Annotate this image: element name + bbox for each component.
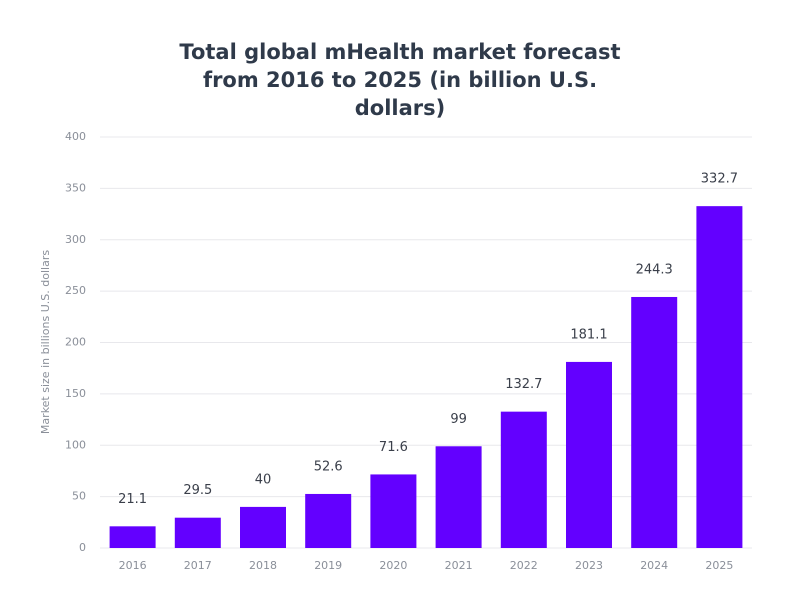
x-tick-label: 2024 [640, 559, 668, 572]
y-tick-label: 0 [79, 541, 86, 554]
x-tick-label: 2021 [445, 559, 473, 572]
value-label: 332.7 [701, 172, 738, 187]
y-tick-label: 250 [65, 284, 86, 297]
bar [370, 474, 417, 548]
y-tick-label: 50 [72, 490, 86, 503]
value-label: 181.1 [570, 327, 607, 342]
x-tick-label: 2020 [379, 559, 407, 572]
bar [240, 506, 286, 548]
x-tick-label: 2017 [184, 559, 212, 572]
y-tick-label: 400 [65, 130, 86, 143]
value-label: 21.1 [118, 492, 147, 507]
bar [696, 206, 743, 548]
y-tick-label: 300 [65, 233, 86, 246]
y-tick-label: 150 [65, 387, 86, 400]
value-label: 29.5 [183, 483, 212, 498]
x-tick-label: 2025 [705, 559, 733, 572]
x-tick-label: 2016 [119, 559, 147, 572]
chart-title: Total global mHealth market forecast fro… [179, 40, 621, 120]
value-label: 244.3 [636, 262, 673, 277]
bar [109, 526, 156, 548]
bar [500, 411, 547, 548]
y-tick-label: 100 [65, 438, 86, 451]
bar [435, 446, 482, 548]
value-label: 99 [450, 412, 467, 427]
bar [305, 493, 352, 548]
value-label: 40 [255, 472, 272, 487]
x-tick-label: 2022 [510, 559, 538, 572]
y-tick-label: 200 [65, 336, 86, 349]
bar [631, 296, 678, 548]
value-label: 71.6 [379, 440, 408, 455]
value-label: 52.6 [314, 459, 343, 474]
bar [174, 517, 221, 548]
x-tick-label: 2018 [249, 559, 277, 572]
y-axis-label: Market size in billions U.S. dollars [39, 250, 52, 434]
x-tick-label: 2019 [314, 559, 342, 572]
x-tick-label: 2023 [575, 559, 603, 572]
bar [566, 361, 612, 548]
y-tick-label: 350 [65, 181, 86, 194]
value-label: 132.7 [505, 377, 542, 392]
